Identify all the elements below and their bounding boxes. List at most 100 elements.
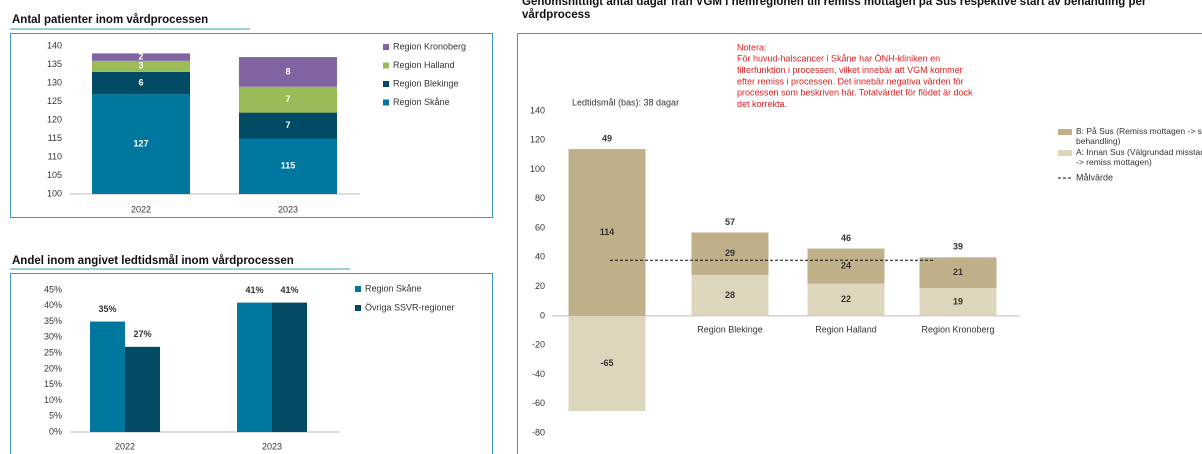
chart-title: Andel inom angivet ledtidsmål inom vårdp… xyxy=(12,255,294,267)
note-line: För huvud-halscancer i Skåne har ÖNH-kli… xyxy=(737,54,940,64)
bar xyxy=(919,257,997,289)
bar xyxy=(92,60,190,72)
y-tick-label: 130 xyxy=(47,77,62,87)
data-label: 114 xyxy=(600,227,615,237)
data-label: 27% xyxy=(133,329,151,339)
legend-swatch xyxy=(383,62,389,69)
y-tick-label: 100 xyxy=(47,188,62,198)
legend-label-box: A: Innan Sus (Välgrundad misstanke -> re… xyxy=(1076,147,1202,167)
y-tick-label: 115 xyxy=(48,133,62,143)
y-tick-label: 0% xyxy=(49,426,62,436)
legend-label: B: På Sus (Remiss mottagen -> start beha… xyxy=(1076,126,1202,146)
y-tick-label: 35% xyxy=(44,316,62,326)
y-tick-label: 135 xyxy=(47,59,62,69)
data-label: 22 xyxy=(841,294,851,304)
legend-swatch xyxy=(383,81,389,87)
y-tick-label: 100 xyxy=(530,164,545,174)
bar xyxy=(568,315,646,412)
note-line: Notera: xyxy=(737,42,767,52)
y-tick-label: -40 xyxy=(532,369,545,379)
bar xyxy=(919,288,997,316)
x-tick-label: 2023 xyxy=(278,204,298,214)
y-tick-label: 30% xyxy=(44,332,62,342)
note-line: det korrekta. xyxy=(737,99,787,109)
data-label: 6 xyxy=(138,77,143,87)
y-tick-label: 110 xyxy=(48,151,62,161)
y-tick-label: 120 xyxy=(47,114,62,124)
y-tick-label: 80 xyxy=(535,193,545,203)
legend-swatch xyxy=(1058,150,1072,156)
data-label: 28 xyxy=(725,290,735,300)
data-label: 7 xyxy=(285,120,290,130)
chart-title: Genomsnittligt antal dagar från VGM i he… xyxy=(522,0,1147,21)
data-label: 19 xyxy=(953,296,963,306)
legend-label: Region Skåne xyxy=(365,283,422,293)
annotation: Ledtidsmål (bas): 38 dagar xyxy=(572,97,679,107)
x-tick-label: 2023 xyxy=(262,441,282,451)
data-label: 115 xyxy=(281,161,296,171)
bar xyxy=(272,302,307,432)
legend-label: Övriga SSVR-regioner xyxy=(365,302,455,312)
y-tick-label: 40 xyxy=(535,252,545,262)
panel-frame xyxy=(10,273,493,454)
legend-label: Region Skåne xyxy=(393,97,450,107)
y-tick-label: 0 xyxy=(540,310,545,320)
legend-label: Region Halland xyxy=(393,60,455,70)
data-label: 21 xyxy=(953,267,963,277)
y-tick-label: 15% xyxy=(44,379,62,389)
legend-swatch xyxy=(355,286,361,292)
y-tick-label: 5% xyxy=(49,411,62,421)
chart-title-box: Genomsnittligt antal dagar från VGM i he… xyxy=(522,0,1147,21)
y-tick-label: 125 xyxy=(47,96,62,106)
data-label: 7 xyxy=(285,94,290,104)
y-tick-label: 60 xyxy=(535,222,545,232)
note-line: efter remiss i processen. Det innebär ne… xyxy=(737,76,964,86)
y-tick-label: -80 xyxy=(532,427,545,437)
panel-frame xyxy=(517,33,1202,454)
bar xyxy=(568,149,646,316)
legend-label: Region Kronoberg xyxy=(393,41,466,51)
y-tick-label: 20% xyxy=(44,363,62,373)
data-label: 41% xyxy=(245,285,263,295)
note-line: processen som beskriven här. Totalvärdet… xyxy=(737,88,973,98)
data-label: 24 xyxy=(841,261,851,271)
y-tick-label: 105 xyxy=(47,170,62,180)
legend-label: A: Innan Sus (Välgrundad misstanke -> re… xyxy=(1076,147,1202,167)
y-tick-label: -60 xyxy=(532,398,545,408)
total-label: 46 xyxy=(841,233,851,243)
bar xyxy=(125,346,160,432)
bar xyxy=(90,321,125,432)
y-tick-label: 140 xyxy=(530,105,545,115)
total-label: 39 xyxy=(953,242,963,252)
legend-swatch xyxy=(355,305,361,311)
panel-frame xyxy=(10,33,493,218)
bar xyxy=(239,86,337,113)
y-tick-label: 25% xyxy=(44,347,62,357)
data-label: 8 xyxy=(285,66,290,76)
y-tick-label: 10% xyxy=(44,395,62,405)
legend-swatch xyxy=(383,99,389,106)
note-line: filterfunktion i processen, vilket inneb… xyxy=(737,65,963,75)
data-label: 127 xyxy=(133,138,148,148)
x-tick-label: Region Halland xyxy=(815,324,877,334)
bar xyxy=(239,112,337,139)
chart-title: Antal patienter inom vårdprocessen xyxy=(12,14,208,26)
x-tick-label: Region Kronoberg xyxy=(921,324,994,334)
bar xyxy=(691,274,769,316)
y-tick-label: 20 xyxy=(535,281,545,291)
data-label: 2 xyxy=(138,51,143,61)
legend-label: Målvärde xyxy=(1076,172,1113,182)
y-tick-label: -20 xyxy=(532,340,545,350)
bar xyxy=(92,53,190,61)
legend-swatch xyxy=(383,44,389,50)
bar xyxy=(239,57,337,87)
y-tick-label: 45% xyxy=(44,284,62,294)
x-tick-label: 2022 xyxy=(115,441,135,451)
legend-swatch xyxy=(1058,129,1072,135)
bar xyxy=(237,302,272,432)
y-tick-label: 140 xyxy=(47,40,62,50)
x-tick-label: 2022 xyxy=(131,204,151,214)
data-label: -65 xyxy=(600,358,613,368)
data-label: 29 xyxy=(725,248,735,258)
